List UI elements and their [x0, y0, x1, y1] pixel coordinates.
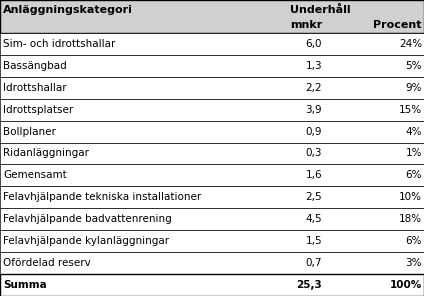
- Text: Felavhjälpande tekniska installationer: Felavhjälpande tekniska installationer: [3, 192, 202, 202]
- Text: 24%: 24%: [399, 39, 422, 49]
- Text: 1,3: 1,3: [306, 61, 322, 71]
- Text: 0,9: 0,9: [306, 127, 322, 136]
- Text: mnkr: mnkr: [290, 20, 322, 30]
- Text: 4,5: 4,5: [306, 214, 322, 224]
- Text: 15%: 15%: [399, 104, 422, 115]
- Text: 1,5: 1,5: [306, 236, 322, 246]
- Text: 1%: 1%: [405, 149, 422, 158]
- Text: Procent: Procent: [374, 20, 422, 30]
- Text: Idrottsplatser: Idrottsplatser: [3, 104, 74, 115]
- Text: 6%: 6%: [405, 170, 422, 180]
- Text: 10%: 10%: [399, 192, 422, 202]
- Text: 0,7: 0,7: [306, 258, 322, 268]
- Text: Felavhjälpande kylanläggningar: Felavhjälpande kylanläggningar: [3, 236, 170, 246]
- Bar: [0, 55, 424, 77]
- Bar: [0, 230, 424, 252]
- Bar: [0, 0, 424, 33]
- Bar: [0, 120, 424, 142]
- Text: 3%: 3%: [405, 258, 422, 268]
- Text: Felavhjälpande badvattenrening: Felavhjälpande badvattenrening: [3, 214, 172, 224]
- Text: 2,5: 2,5: [306, 192, 322, 202]
- Text: 100%: 100%: [390, 280, 422, 290]
- Text: Anläggningskategori: Anläggningskategori: [3, 5, 133, 15]
- Bar: [0, 208, 424, 230]
- Text: Summa: Summa: [3, 280, 47, 290]
- Text: 25,3: 25,3: [296, 280, 322, 290]
- Bar: [0, 33, 424, 55]
- Bar: [0, 274, 424, 296]
- Text: Ridanläggningar: Ridanläggningar: [3, 149, 89, 158]
- Text: 2,2: 2,2: [306, 83, 322, 93]
- Text: Sim- och idrottshallar: Sim- och idrottshallar: [3, 39, 116, 49]
- Text: 3,9: 3,9: [306, 104, 322, 115]
- Bar: [0, 252, 424, 274]
- Bar: [0, 165, 424, 186]
- Text: 4%: 4%: [405, 127, 422, 136]
- Text: 1,6: 1,6: [306, 170, 322, 180]
- Text: 5%: 5%: [405, 61, 422, 71]
- Bar: [0, 77, 424, 99]
- Bar: [0, 142, 424, 165]
- Bar: [0, 99, 424, 120]
- Text: 9%: 9%: [405, 83, 422, 93]
- Text: 6,0: 6,0: [306, 39, 322, 49]
- Bar: [0, 186, 424, 208]
- Text: 0,3: 0,3: [306, 149, 322, 158]
- Text: Bassängbad: Bassängbad: [3, 61, 67, 71]
- Text: Underhåll: Underhåll: [290, 5, 350, 15]
- Text: Idrottshallar: Idrottshallar: [3, 83, 67, 93]
- Text: 6%: 6%: [405, 236, 422, 246]
- Text: Ofördelad reserv: Ofördelad reserv: [3, 258, 91, 268]
- Text: Bollplaner: Bollplaner: [3, 127, 56, 136]
- Text: Gemensamt: Gemensamt: [3, 170, 67, 180]
- Text: 18%: 18%: [399, 214, 422, 224]
